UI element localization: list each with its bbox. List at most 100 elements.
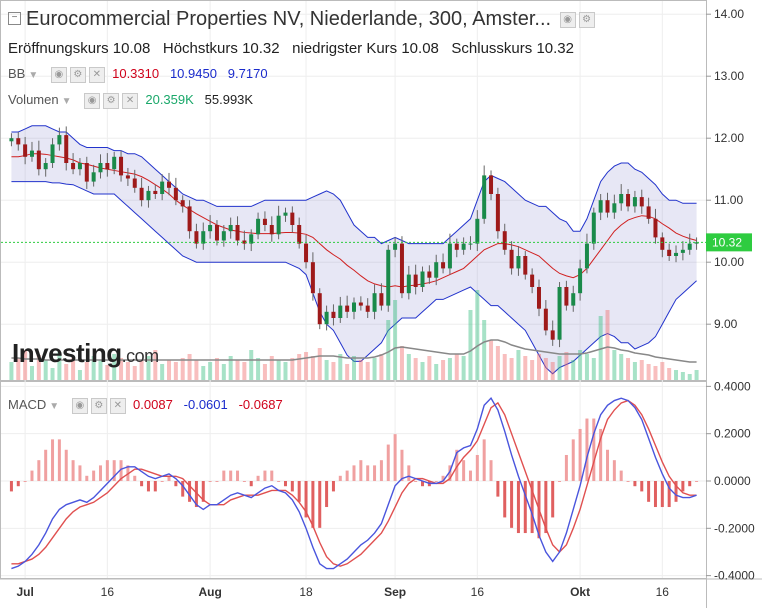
macd-histogram-bar [98,465,102,481]
candle-body [660,237,665,250]
volume-bar [523,356,528,380]
volume-bar [345,364,350,380]
candle-body [167,181,172,188]
macd-histogram-bar [448,465,452,481]
volume-bar [680,372,685,380]
macd-histogram-bar [345,470,349,481]
time-tick-label: Aug [198,585,221,599]
macd-histogram-bar [92,470,96,481]
candle-body [626,194,631,207]
macd-histogram-bar [606,449,610,481]
macd-histogram-bar [462,460,466,481]
volume-bar [639,360,644,380]
volume-bar [153,350,158,380]
candle-body [530,274,535,287]
candle-body [653,218,658,238]
candle-body [77,163,82,170]
candle-body [71,163,76,170]
macd-histogram-bar [325,481,329,508]
volume-bar [112,354,117,380]
macd-histogram-bar [297,481,301,502]
macd-histogram-bar [653,481,657,508]
volume-bar [146,356,151,380]
candle-body [420,271,425,287]
candle-body [16,138,21,145]
volume-bar [406,354,411,380]
volume-bar [50,368,55,380]
macd-close-icon[interactable]: ✕ [109,397,126,414]
macd-visibility-icon[interactable]: ◉ [71,397,88,414]
macd-dropdown-icon[interactable]: ▼ [49,401,60,412]
candle-body [557,287,562,340]
candle-body [578,268,583,294]
volume-bar [23,350,28,380]
candle-body [276,215,281,235]
volume-bar [262,364,267,380]
candle-body [454,243,459,250]
candle-body [427,271,432,278]
macd-histogram-bar [510,481,514,528]
candle-body [605,200,610,213]
macd-label[interactable]: MACD [8,397,47,412]
volume-bar [64,364,69,380]
candle-body [639,197,644,207]
macd-histogram-bar [304,481,308,518]
volume-dropdown-icon[interactable]: ▼ [61,96,72,107]
macd-histogram-bar [523,481,527,534]
candle-body [674,252,679,256]
bb-close-icon[interactable]: ✕ [88,66,105,83]
volume-bar [84,362,89,380]
volume-visibility-icon[interactable]: ◉ [84,92,101,109]
macd-histogram-bar [503,481,507,518]
candle-body [201,231,206,244]
macd-tick-label: 0.4000 [714,379,751,393]
candle-body [461,243,466,250]
macd-legend: MACD ▼ ◉ ⚙ ✕ 0.0087 -0.0601 -0.0687 [8,397,283,414]
macd-histogram-bar [9,481,13,492]
bb-settings-icon[interactable]: ⚙ [69,66,86,83]
candle-body [495,194,500,232]
time-tick-label: Okt [570,585,590,599]
collapse-icon[interactable]: − [8,12,21,25]
candle-body [64,135,69,163]
macd-histogram-bar [140,481,144,487]
bb-dropdown-icon[interactable]: ▼ [28,70,39,81]
macd-settings-icon[interactable]: ⚙ [90,397,107,414]
volume-bar [269,356,274,380]
macd-histogram-bar [153,481,157,492]
macd-histogram-bar [366,465,370,481]
settings-gear-icon[interactable]: ⚙ [578,11,595,28]
volume-bar [297,354,302,380]
volume-bar [420,362,425,380]
candle-body [50,144,55,163]
macd-histogram-bar [270,470,274,481]
candle-body [269,225,274,235]
volume-label[interactable]: Volumen [8,92,59,107]
macd-histogram-bar [215,481,219,482]
candle-body [372,293,377,312]
volume-bar [352,356,356,380]
volume-bar [16,358,21,380]
candle-body [406,274,411,294]
candle-body [523,256,528,275]
volume-bar [283,362,288,380]
volume-bar [105,365,110,380]
macd-histogram-bar [558,481,562,482]
volume-bar [598,316,603,380]
candle-body [91,172,96,182]
logo-main: Investing [12,338,122,368]
volume-settings-icon[interactable]: ⚙ [103,92,120,109]
candle-body [173,187,178,201]
macd-histogram-bar [133,475,137,481]
macd-histogram-bar [188,481,192,502]
investing-logo: Investing.com [12,338,159,369]
macd-histogram-bar [338,475,342,481]
macd-histogram-bar [85,475,89,481]
visibility-icon[interactable]: ◉ [559,11,576,28]
candle-body [632,197,637,207]
bb-label[interactable]: BB [8,66,26,81]
bb-visibility-icon[interactable]: ◉ [50,66,67,83]
volume-close-icon[interactable]: ✕ [122,92,139,109]
macd-histogram-bar [167,475,171,481]
